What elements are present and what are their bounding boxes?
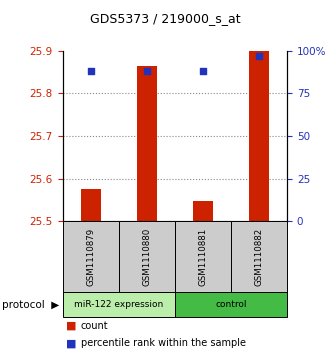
Text: ■: ■ xyxy=(66,338,77,348)
Text: GDS5373 / 219000_s_at: GDS5373 / 219000_s_at xyxy=(90,12,240,25)
Bar xyxy=(119,221,175,292)
Text: control: control xyxy=(215,300,247,309)
Bar xyxy=(175,292,287,317)
Text: GSM1110879: GSM1110879 xyxy=(86,228,95,286)
Bar xyxy=(63,292,175,317)
Point xyxy=(256,53,262,59)
Text: percentile rank within the sample: percentile rank within the sample xyxy=(81,338,246,348)
Bar xyxy=(231,221,287,292)
Text: ■: ■ xyxy=(66,321,77,331)
Text: count: count xyxy=(81,321,109,331)
Text: miR-122 expression: miR-122 expression xyxy=(74,300,163,309)
Text: GSM1110880: GSM1110880 xyxy=(142,228,151,286)
Bar xyxy=(137,66,157,221)
Point xyxy=(88,68,93,74)
Text: GSM1110881: GSM1110881 xyxy=(198,228,208,286)
Bar xyxy=(63,221,119,292)
Text: GSM1110882: GSM1110882 xyxy=(254,228,264,286)
Bar xyxy=(81,189,101,221)
Text: protocol  ▶: protocol ▶ xyxy=(2,299,59,310)
Bar xyxy=(193,201,213,221)
Point xyxy=(144,68,149,74)
Bar xyxy=(249,49,269,221)
Bar xyxy=(175,221,231,292)
Point xyxy=(200,68,206,74)
